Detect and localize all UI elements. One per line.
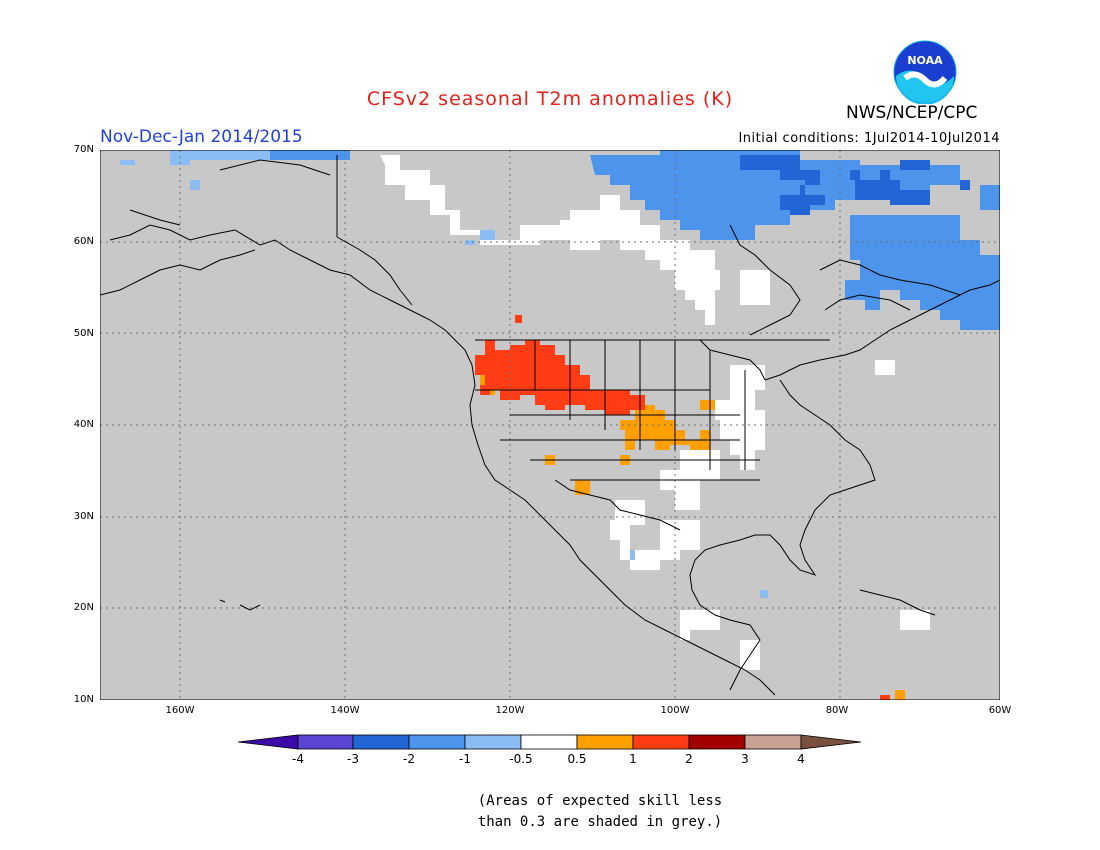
colorbar-swatch <box>688 734 746 750</box>
colorbar-label: 0.5 <box>567 752 587 766</box>
colorbar-label: 4 <box>797 752 805 766</box>
colorbar-swatch <box>520 734 578 750</box>
colorbar-swatch <box>632 734 690 750</box>
colorbar-label: 1 <box>629 752 637 766</box>
skill-note-line: than 0.3 are shaded in grey.) <box>477 814 723 830</box>
initial-conditions: Initial conditions: 1Jul2014-10Jul2014 <box>738 131 1000 146</box>
red-regions <box>475 315 890 700</box>
lon-label: 160W <box>165 705 195 716</box>
lon-label: 60W <box>988 705 1012 716</box>
lon-label: 80W <box>825 705 849 716</box>
colorbar-label: -1 <box>459 752 471 766</box>
colorbar-label: 3 <box>741 752 749 766</box>
colorbar-swatch <box>744 734 802 750</box>
colorbar-swatch <box>576 734 634 750</box>
chart-title: CFSv2 seasonal T2m anomalies (K) <box>366 88 734 110</box>
colorbar <box>238 734 862 750</box>
lon-label: 140W <box>330 705 360 716</box>
lat-label: 70N <box>73 144 94 155</box>
map-graticule <box>100 150 1000 700</box>
colorbar-swatch <box>464 734 522 750</box>
logo-text: NOAA <box>907 54 943 67</box>
colorbar-label: 2 <box>685 752 693 766</box>
lat-label: 10N <box>73 694 94 705</box>
noaa-logo: NOAA <box>893 40 957 104</box>
lon-label: 100W <box>660 705 690 716</box>
lon-label: 120W <box>495 705 525 716</box>
lat-label: 40N <box>73 419 94 430</box>
skill-note: (Areas of expected skill less than 0.3 a… <box>470 791 730 833</box>
map-coastlines <box>100 155 1000 696</box>
colorbar-label: -3 <box>347 752 359 766</box>
lat-label: 60N <box>73 236 94 247</box>
dark-blue-regions <box>740 155 970 215</box>
skill-note-line: (Areas of expected skill less <box>477 793 723 809</box>
lat-label: 30N <box>73 511 94 522</box>
colorbar-swatch <box>408 734 466 750</box>
colorbar-label: -0.5 <box>509 752 533 766</box>
colorbar-arrow-right <box>800 734 862 750</box>
colorbar-label: -4 <box>292 752 304 766</box>
colorbar-arrow-left <box>238 734 299 750</box>
agency-label: NWS/NCEP/CPC <box>846 103 978 123</box>
colorbar-swatch <box>352 734 410 750</box>
colorbar-swatch <box>297 734 354 750</box>
period-label: Nov-Dec-Jan 2014/2015 <box>100 127 303 147</box>
colorbar-label: -2 <box>403 752 415 766</box>
lat-label: 50N <box>73 328 94 339</box>
anomaly-map <box>100 150 1000 700</box>
lat-label: 20N <box>73 602 94 613</box>
